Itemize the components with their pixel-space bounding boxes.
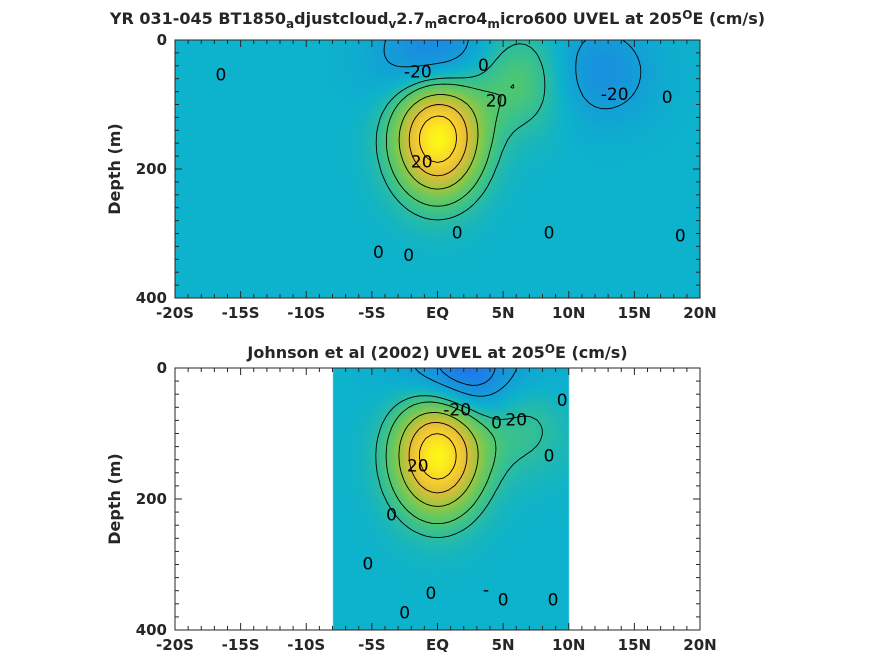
x-tick-label: 5N xyxy=(492,304,515,322)
title-part: acro4 xyxy=(437,9,487,28)
contour-line xyxy=(408,421,468,494)
contour-label: 0 xyxy=(373,243,384,263)
x-tick-label: 10N xyxy=(552,304,585,322)
contour-label: 0 xyxy=(452,224,463,244)
contour-line xyxy=(408,104,468,177)
title-part: v xyxy=(388,17,396,31)
contour-label: 0 xyxy=(491,414,502,434)
contour-label: 0 xyxy=(403,246,414,266)
title-part: YR 031-045 BT1850 xyxy=(109,9,286,28)
contour-lines xyxy=(375,39,642,221)
contour-line xyxy=(385,401,497,525)
x-tick-label: 15N xyxy=(618,636,651,654)
contour-label: 0 xyxy=(662,88,673,108)
y-tick-label: 0 xyxy=(157,31,167,49)
x-tick-label: 20N xyxy=(683,304,716,322)
x-tick-label: EQ xyxy=(426,304,449,322)
title-part: icro600 UVEL at 205 xyxy=(500,9,682,28)
contour-lines xyxy=(375,367,543,539)
title-part: 2.7 xyxy=(396,9,424,28)
contour-label: 20 xyxy=(486,91,508,111)
title-part: a xyxy=(286,17,294,31)
contour-label: - xyxy=(483,581,489,601)
contour-line xyxy=(385,83,515,207)
contour-label: 0 xyxy=(498,591,509,611)
x-tick-label: -10S xyxy=(287,304,325,322)
contour-line xyxy=(375,395,543,539)
title-part: djustcloud xyxy=(294,9,388,28)
contour-label: 0 xyxy=(399,604,410,624)
title-part: m xyxy=(487,17,500,31)
contour-line xyxy=(398,412,479,507)
title-part: m xyxy=(425,17,438,31)
contour-label: 0 xyxy=(386,505,397,525)
x-tick-label: -10S xyxy=(287,636,325,654)
contour-label: 20 xyxy=(505,410,527,430)
x-tick-label: 5N xyxy=(492,636,515,654)
y-tick-label: 400 xyxy=(136,621,167,639)
x-tick-label: -15S xyxy=(222,304,260,322)
x-tick-label: 10N xyxy=(552,636,585,654)
contour-line xyxy=(418,115,457,163)
y-tick-label: 200 xyxy=(136,490,167,508)
x-tick-label: -15S xyxy=(222,636,260,654)
title-part: E (cm/s) xyxy=(692,9,765,28)
contour-label: -20 xyxy=(443,401,471,421)
contour-label: 0 xyxy=(478,56,489,76)
x-tick-label: -20S xyxy=(156,304,194,322)
contour-label: 0 xyxy=(544,224,555,244)
contour-label: -20 xyxy=(404,62,432,82)
contour-label: 0 xyxy=(557,391,568,411)
x-tick-label: -5S xyxy=(358,636,385,654)
contour-line xyxy=(398,94,479,190)
x-tick-label: EQ xyxy=(426,636,449,654)
title-part: O xyxy=(545,342,555,356)
y-tick-label: 0 xyxy=(157,359,167,377)
contour-label: 20 xyxy=(407,456,429,476)
uvel-colour-field xyxy=(175,40,700,298)
contour-line xyxy=(375,43,546,221)
chart-title: Johnson et al (2002) UVEL at 205OE (cm/s… xyxy=(246,342,627,362)
y-tick-label: 400 xyxy=(136,289,167,307)
title-part: O xyxy=(682,8,692,22)
x-tick-label: 15N xyxy=(618,304,651,322)
contour-label: 0 xyxy=(363,555,374,575)
contour-label: 0 xyxy=(216,65,227,85)
contour-line xyxy=(439,367,496,386)
x-tick-label: -20S xyxy=(156,636,194,654)
contour-label: 20 xyxy=(411,153,433,173)
y-axis-label: Depth (m) xyxy=(105,453,124,545)
chart-title: YR 031-045 BT1850adjustcloudv2.7macro4mi… xyxy=(109,8,765,30)
contour-label: 0 xyxy=(548,591,559,611)
uvel-colour-field xyxy=(175,368,700,630)
contour-label: 0 xyxy=(675,227,686,247)
title-part: E (cm/s) xyxy=(555,343,628,362)
x-tick-label: 20N xyxy=(683,636,716,654)
contour-label: -20 xyxy=(601,85,629,105)
contour-label: 0 xyxy=(544,446,555,466)
y-tick-label: 200 xyxy=(136,160,167,178)
contour-line xyxy=(414,367,518,397)
y-axis-label: Depth (m) xyxy=(105,123,124,215)
contour-label: 0 xyxy=(426,584,437,604)
title-part: Johnson et al (2002) UVEL at 205 xyxy=(246,343,544,362)
x-tick-label: -5S xyxy=(358,304,385,322)
contour-line xyxy=(418,433,457,480)
